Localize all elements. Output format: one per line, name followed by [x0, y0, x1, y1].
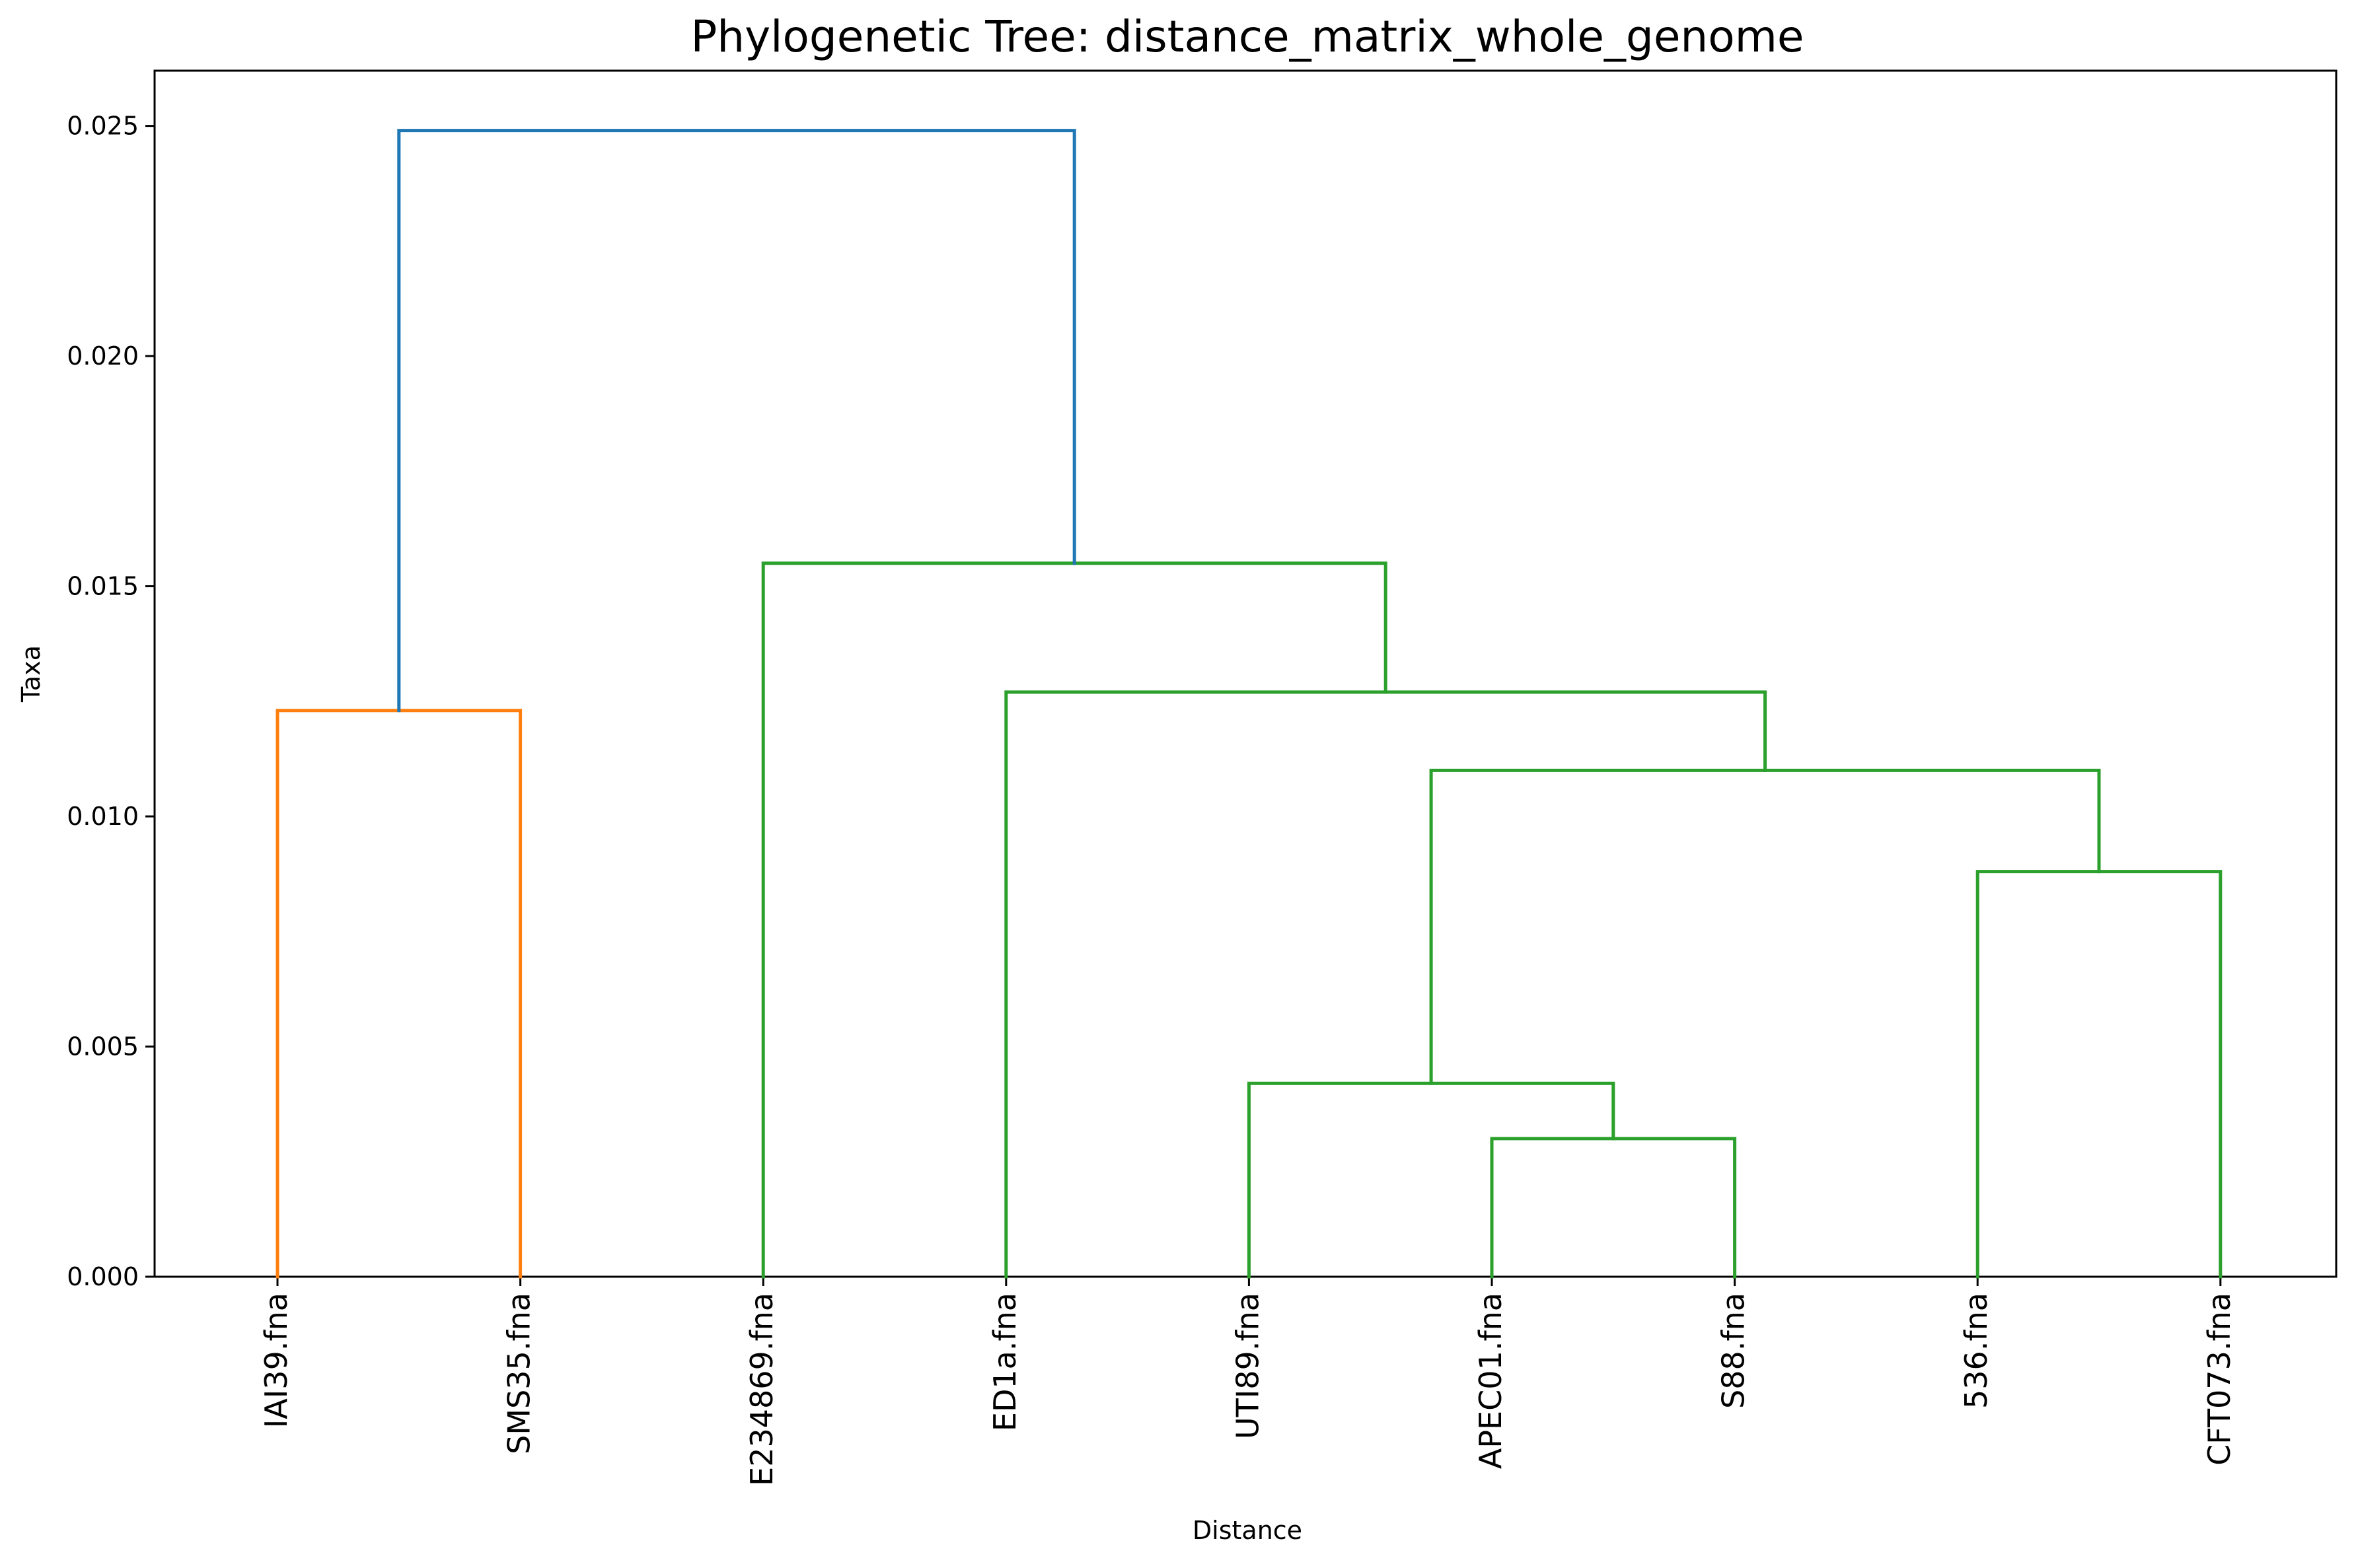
y-tick-label: 0.000: [67, 1262, 139, 1291]
y-tick-label: 0.015: [67, 572, 139, 601]
leaf-label: CFT073.fna: [2201, 1293, 2237, 1466]
plot-frame: [153, 69, 2338, 1278]
x-axis-label: Distance: [1193, 1516, 1302, 1545]
leaf-label: IAI39.fna: [258, 1293, 294, 1428]
dendrogram-link-2: [1247, 1081, 1615, 1279]
y-tick-label: 0.025: [67, 112, 139, 141]
dendrogram-link-5: [1004, 690, 1767, 1279]
y-tick-label: 0.010: [67, 802, 139, 831]
y-axis: 0.000 0.005 0.010 0.015 0.020 0.025: [67, 112, 155, 1291]
y-tick-label: 0.005: [67, 1032, 139, 1061]
dendrogram-link-3: [1975, 870, 2223, 1279]
dendrogram-link-8: [397, 129, 1076, 713]
leaf-label: SMS35.fna: [501, 1293, 537, 1454]
chart-title: Phylogenetic Tree: distance_matrix_whole…: [690, 11, 1804, 62]
y-tick-label: 0.020: [67, 341, 139, 371]
x-axis: IAI39.fna SMS35.fna E234869.fna ED1a.fna UTI…: [258, 1277, 2237, 1486]
y-axis-label: Taxa: [17, 645, 46, 703]
leaf-label: ED1a.fna: [987, 1293, 1023, 1431]
leaf-label: S88.fna: [1716, 1293, 1751, 1409]
dendrogram-link-1: [1490, 1137, 1737, 1279]
leaf-label: 536.fna: [1958, 1293, 1994, 1409]
dendrogram-links: [276, 129, 2223, 1279]
leaf-label: APEC01.fna: [1473, 1293, 1508, 1469]
leaf-label: UTI89.fna: [1230, 1293, 1265, 1439]
dendrogram-link-4: [1429, 768, 2101, 1085]
dendrogram-link-7: [276, 709, 523, 1279]
leaf-label: E234869.fna: [744, 1293, 780, 1486]
dendrogram-link-6: [761, 561, 1387, 1279]
